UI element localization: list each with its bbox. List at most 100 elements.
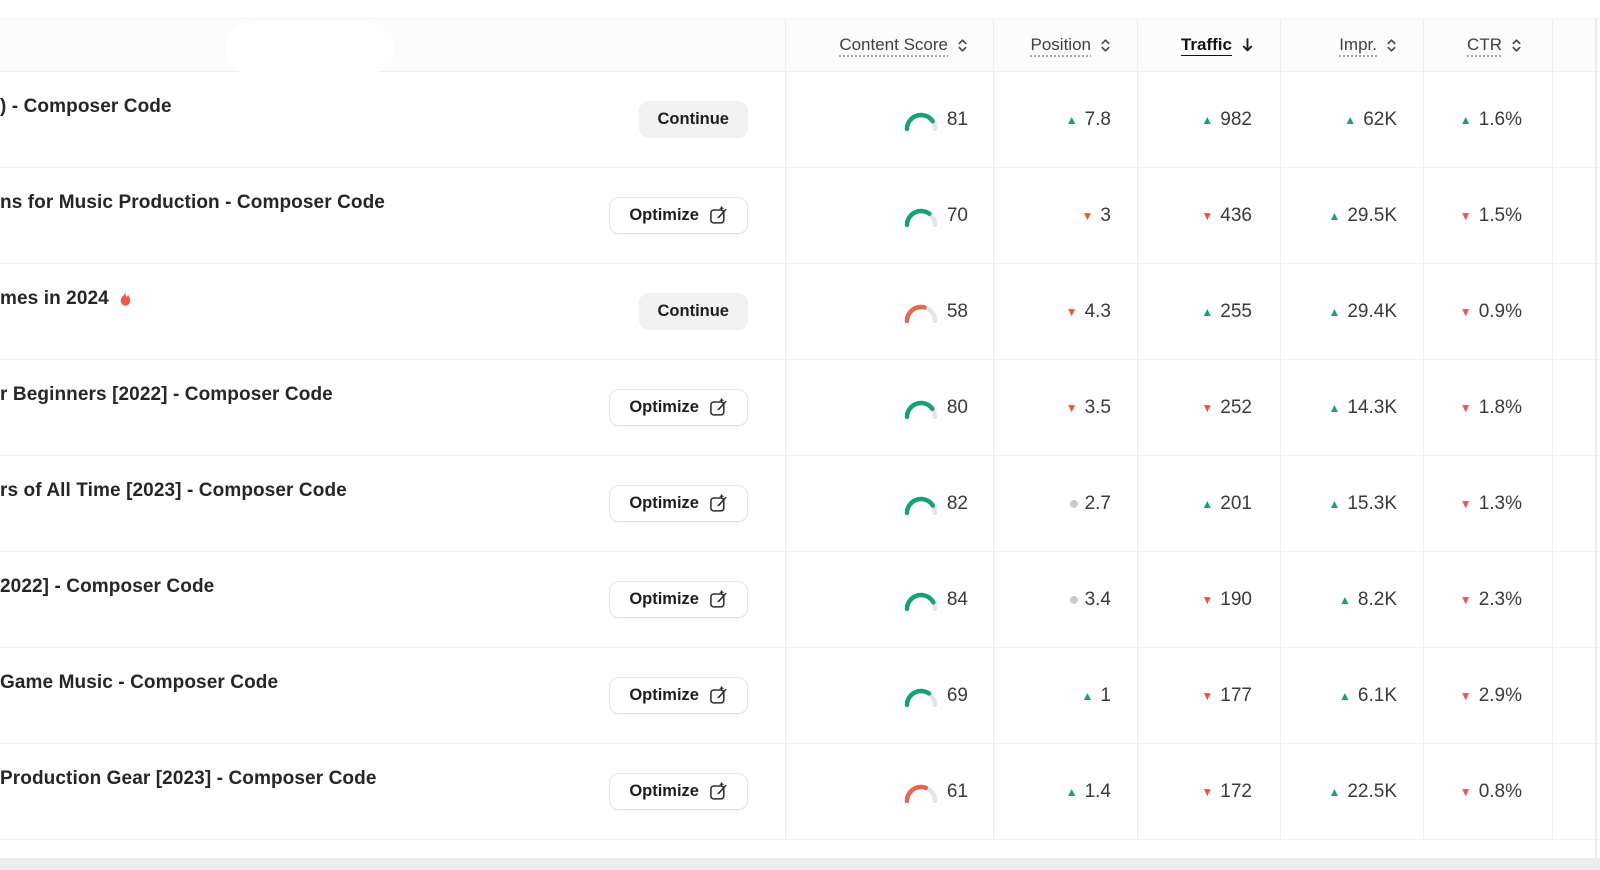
- impressions-trend: 6.1K: [1339, 685, 1397, 707]
- action-button-label: Continue: [657, 110, 730, 128]
- gutter-cell: [1552, 168, 1600, 263]
- trend-icon: [1460, 114, 1472, 126]
- compose-icon: [709, 398, 728, 417]
- impressions-value: 8.2K: [1357, 588, 1397, 610]
- position-value: 1.4: [1084, 780, 1111, 802]
- traffic-cell: 252: [1137, 360, 1280, 455]
- impressions-value: 62K: [1363, 108, 1397, 130]
- article-title-wrap: Game Music - Composer Code: [0, 672, 278, 694]
- content-score-cell: 69: [785, 648, 993, 743]
- traffic-trend: 436: [1201, 205, 1252, 227]
- title-cell: r Beginners [2022] - Composer Code Optim…: [0, 360, 785, 455]
- position-value: 2.7: [1084, 492, 1111, 514]
- sort-down-arrow-icon: [1241, 37, 1254, 53]
- action-button[interactable]: Optimize: [609, 581, 748, 618]
- traffic-value: 190: [1220, 588, 1252, 610]
- trend-icon: [1201, 210, 1213, 222]
- trend-icon: [1460, 594, 1472, 606]
- article-title-wrap: rs of All Time [2023] - Composer Code: [0, 480, 347, 502]
- impressions-trend: 29.5K: [1328, 205, 1397, 227]
- traffic-trend: 255: [1201, 301, 1252, 323]
- traffic-cell: 982: [1137, 72, 1280, 167]
- action-button-label: Optimize: [629, 782, 699, 800]
- action-button[interactable]: Continue: [638, 101, 748, 138]
- trend-icon: [1069, 499, 1078, 508]
- impressions-trend: 22.5K: [1328, 781, 1397, 803]
- table-row: Production Gear [2023] - Composer Code O…: [0, 744, 1600, 840]
- action-button[interactable]: Continue: [638, 293, 748, 330]
- trend-icon: [1201, 690, 1213, 702]
- content-score-value: 84: [946, 588, 968, 610]
- ctr-value: 1.8%: [1478, 396, 1522, 418]
- ctr-cell: 1.8%: [1423, 360, 1552, 455]
- trend-icon: [1339, 594, 1351, 606]
- vertical-scrollbar[interactable]: [1595, 18, 1597, 870]
- table-body: ) - Composer Code Continue: [0, 72, 1600, 840]
- title-cell: Production Gear [2023] - Composer Code O…: [0, 744, 785, 839]
- ctr-cell: 1.3%: [1423, 456, 1552, 551]
- position-value: 3.4: [1084, 588, 1111, 610]
- ctr-value: 2.3%: [1478, 588, 1522, 610]
- trend-icon: [1328, 306, 1340, 318]
- column-header-content-score[interactable]: Content Score: [785, 19, 993, 71]
- position-cell: 4.3: [993, 264, 1137, 359]
- article-title: ) - Composer Code: [0, 95, 172, 117]
- content-score-gauge: [903, 301, 939, 323]
- trend-icon: [1460, 786, 1472, 798]
- column-header-impressions[interactable]: Impr.: [1280, 19, 1423, 71]
- ctr-cell: 2.9%: [1423, 648, 1552, 743]
- table-row: ) - Composer Code Continue: [0, 72, 1600, 168]
- content-score-gauge: [903, 781, 939, 803]
- content-score-value: 58: [946, 300, 968, 322]
- table-row: rs of All Time [2023] - Composer Code Op…: [0, 456, 1600, 552]
- gutter-cell: [1552, 744, 1600, 839]
- article-title: Game Music - Composer Code: [0, 671, 279, 693]
- action-button[interactable]: Optimize: [609, 197, 748, 234]
- table-row: 2022] - Composer Code Optimize: [0, 552, 1600, 648]
- position-cell: 1: [993, 648, 1137, 743]
- traffic-value: 436: [1220, 204, 1252, 226]
- title-cell: ) - Composer Code Continue: [0, 72, 785, 167]
- content-score-value: 82: [946, 492, 968, 514]
- content-score-value: 70: [946, 204, 968, 226]
- column-header-position[interactable]: Position: [993, 19, 1137, 71]
- content-score-gauge: [903, 493, 939, 515]
- impressions-value: 14.3K: [1347, 396, 1397, 418]
- content-score-gauge: [903, 109, 939, 131]
- ctr-cell: 1.6%: [1423, 72, 1552, 167]
- position-value: 1: [1100, 684, 1111, 706]
- impressions-value: 6.1K: [1357, 684, 1397, 706]
- column-label: Position: [1030, 35, 1091, 54]
- traffic-value: 177: [1220, 684, 1252, 706]
- article-title: 2022] - Composer Code: [0, 575, 215, 597]
- impressions-trend: 29.4K: [1328, 301, 1397, 323]
- table-row: Game Music - Composer Code Optimize: [0, 648, 1600, 744]
- traffic-trend: 190: [1201, 589, 1252, 611]
- article-title-wrap: mes in 2024: [0, 288, 133, 310]
- impressions-value: 29.4K: [1347, 300, 1397, 322]
- trend-icon: [1066, 114, 1078, 126]
- sort-chevrons-icon: [1386, 37, 1397, 54]
- impressions-value: 29.5K: [1347, 204, 1397, 226]
- action-button[interactable]: Optimize: [609, 485, 748, 522]
- sort-chevrons-icon: [1100, 37, 1111, 54]
- traffic-cell: 436: [1137, 168, 1280, 263]
- action-button[interactable]: Optimize: [609, 389, 748, 426]
- article-title-wrap: ns for Music Production - Composer Code: [0, 192, 385, 214]
- article-title: r Beginners [2022] - Composer Code: [0, 383, 333, 405]
- action-button[interactable]: Optimize: [609, 773, 748, 810]
- ctr-value: 0.9%: [1478, 300, 1522, 322]
- position-cell: 3.4: [993, 552, 1137, 647]
- position-cell: 1.4: [993, 744, 1137, 839]
- traffic-trend: 982: [1201, 109, 1252, 131]
- ctr-cell: 0.9%: [1423, 264, 1552, 359]
- title-cell: Game Music - Composer Code Optimize: [0, 648, 785, 743]
- trend-icon: [1328, 786, 1340, 798]
- column-header-traffic[interactable]: Traffic: [1137, 19, 1280, 71]
- ctr-trend: 2.3%: [1460, 589, 1522, 611]
- column-header-ctr[interactable]: CTR: [1423, 19, 1552, 71]
- action-button[interactable]: Optimize: [609, 677, 748, 714]
- next-row-edge: [0, 858, 1600, 870]
- impressions-value: 22.5K: [1347, 780, 1397, 802]
- content-score-cell: 81: [785, 72, 993, 167]
